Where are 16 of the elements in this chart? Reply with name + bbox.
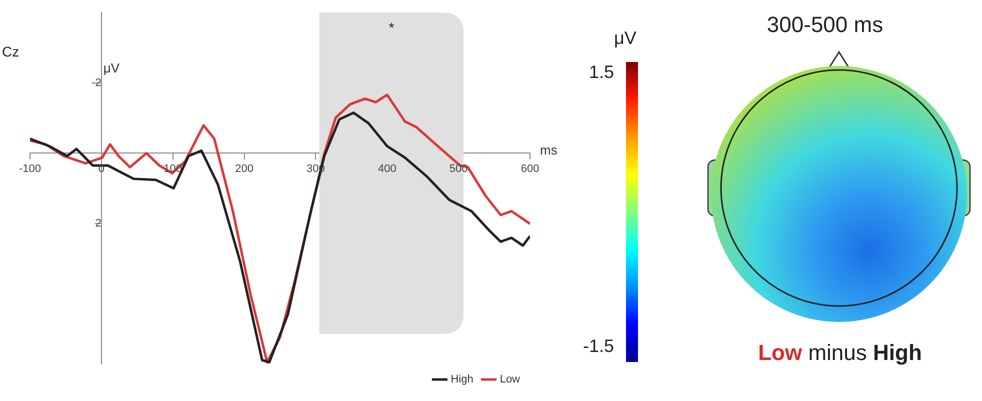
x-tick-label: -100 <box>18 163 42 176</box>
x-axis-title: ms <box>540 142 558 158</box>
text: Cz <box>2 43 20 60</box>
legend-label: Low <box>500 374 520 386</box>
text: -1.5 <box>582 336 614 357</box>
x-tick-label: 200 <box>235 163 254 176</box>
text: 1.5 <box>588 62 614 83</box>
color-bar-title: μV <box>614 28 636 49</box>
text: 300-500 ms <box>766 12 884 38</box>
annotation: * <box>388 19 395 36</box>
x-tick-label: 400 <box>378 163 396 176</box>
x-tick-label: 600 <box>520 163 540 176</box>
y-axis-title: μV <box>103 60 120 76</box>
text: Low minus High <box>758 340 922 365</box>
legend-label: High <box>450 374 474 386</box>
x-tick-label: 500 <box>449 163 468 176</box>
